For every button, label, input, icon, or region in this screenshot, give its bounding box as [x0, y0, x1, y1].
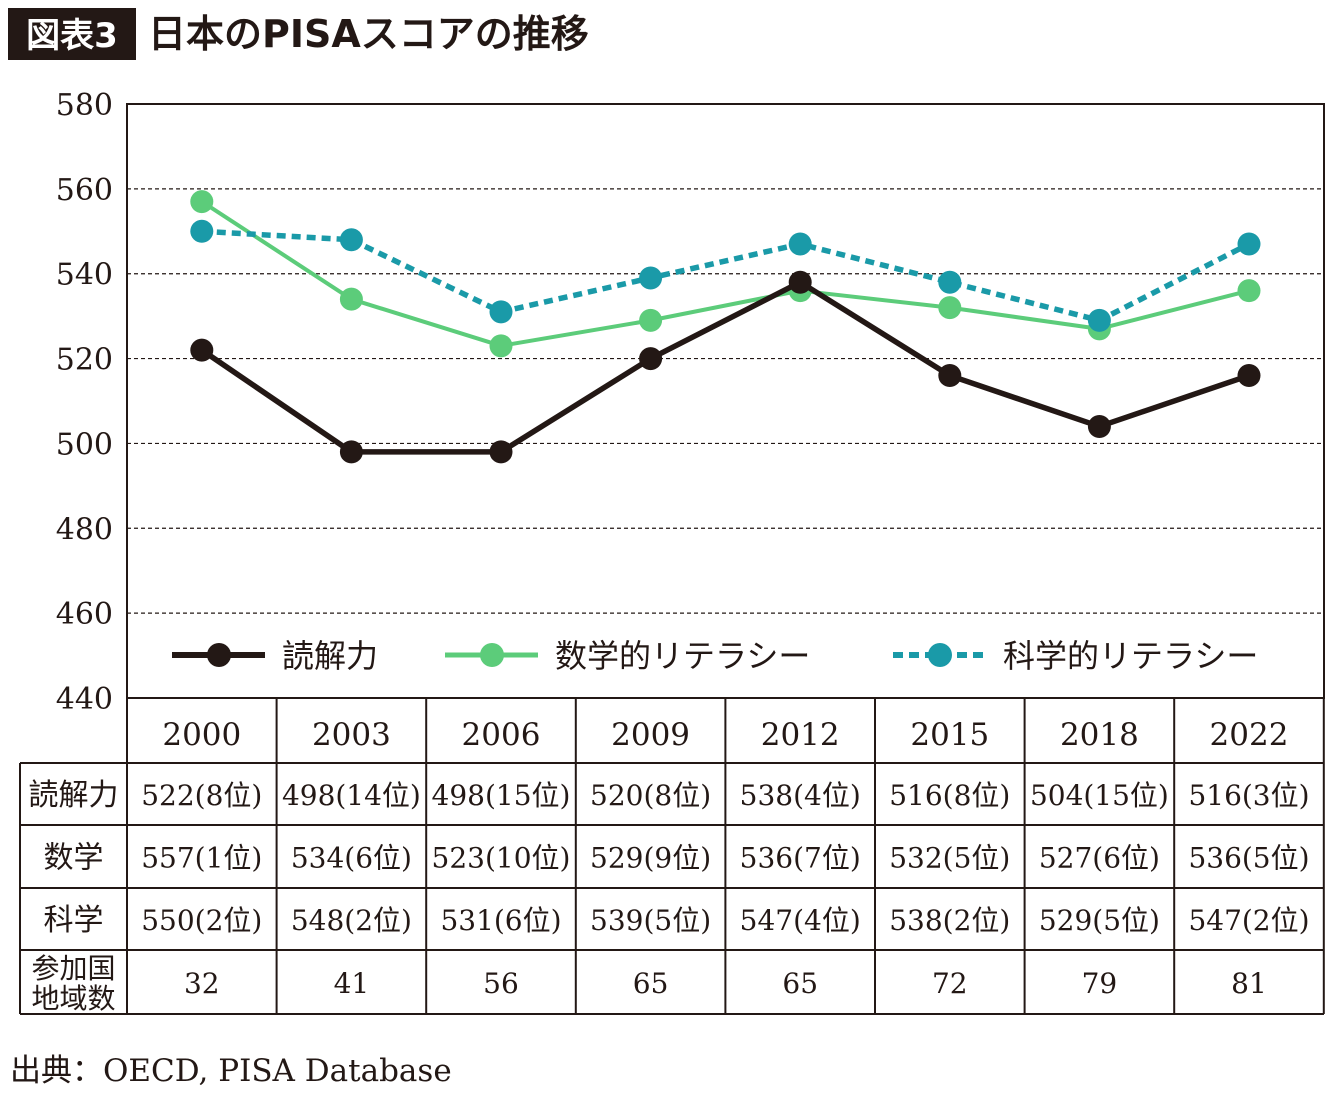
plot-frame — [126, 103, 1325, 699]
table-header-year: 2006 — [462, 717, 541, 753]
figure-badge-bg — [8, 8, 136, 60]
table-header-year: 2022 — [1210, 717, 1289, 753]
table-cell: 532(5位) — [889, 842, 1010, 875]
table-cell: 72 — [932, 967, 968, 1000]
table-header-year: 2009 — [611, 717, 690, 753]
table-cell: 523(10位) — [432, 842, 571, 875]
y-axis-tick-labels: 440 460 480 500 520 540 560 580 — [56, 88, 113, 717]
table-row-label: 地域数 — [31, 982, 115, 1015]
series-layer — [190, 190, 1261, 464]
legend-reading-label: 読解力 — [282, 637, 378, 675]
point-math-2000 — [190, 190, 214, 214]
table-cell: 32 — [184, 967, 220, 1000]
table-cell: 56 — [483, 967, 519, 1000]
table-row-label: 読解力 — [29, 778, 119, 813]
point-reading-2009 — [639, 347, 663, 371]
figure-badge: 図表3 — [26, 16, 118, 56]
table-cell: 529(5位) — [1039, 904, 1160, 937]
point-science-2003 — [339, 228, 363, 252]
table-cell: 547(4位) — [740, 904, 861, 937]
point-math-2009 — [639, 308, 663, 332]
point-reading-2003 — [339, 440, 363, 464]
table-cell: 516(8位) — [889, 779, 1010, 812]
point-science-2012 — [788, 232, 812, 256]
table-row-label: 科学 — [44, 903, 104, 938]
table-cell: 65 — [633, 967, 669, 1000]
point-reading-2006 — [489, 440, 513, 464]
plot-area: 440 460 480 500 520 540 560 580 — [56, 88, 1325, 717]
legend-reading-marker — [207, 643, 231, 667]
point-reading-2015 — [938, 364, 962, 388]
table-header-year: 2003 — [312, 717, 391, 753]
point-math-2015 — [938, 296, 962, 320]
table-cell: 538(4位) — [740, 779, 861, 812]
table-cell: 547(2位) — [1188, 904, 1309, 937]
legend: 読解力 数学的リテラシー 科学的リテラシー — [172, 637, 1258, 675]
table-cell: 81 — [1231, 967, 1267, 1000]
y-tick-label: 560 — [56, 173, 113, 208]
point-reading-2018 — [1087, 414, 1111, 438]
table-cell: 498(14位) — [282, 779, 421, 812]
data-table: 2000 2003 2006 2009 2012 2015 2018 2022 読解力 522(8… — [19, 697, 1325, 1015]
legend-science-marker — [928, 643, 952, 667]
table-header-year: 2018 — [1060, 717, 1139, 753]
source-note: 出典：OECD, PISA Database — [10, 1053, 452, 1089]
table-cell: 516(3位) — [1188, 779, 1309, 812]
legend-math-label: 数学的リテラシー — [555, 637, 810, 675]
table-cell: 498(15位) — [432, 779, 571, 812]
y-tick-label: 480 — [56, 512, 113, 547]
point-science-2006 — [489, 300, 513, 324]
series-line-science — [201, 228, 1251, 324]
table-cell: 520(8位) — [590, 779, 711, 812]
y-tick-label: 580 — [56, 88, 113, 123]
point-science-2009 — [639, 266, 663, 290]
table-cell: 531(6位) — [440, 904, 561, 937]
figure-title: 日本のPISAスコアの推移 — [148, 12, 589, 56]
table-cell: 527(6位) — [1039, 842, 1160, 875]
table-cell: 504(15位) — [1030, 779, 1169, 812]
table-header-year: 2000 — [162, 717, 241, 753]
table-header-year: 2012 — [761, 717, 840, 753]
legend-math-marker — [480, 643, 504, 667]
table-cell: 548(2位) — [291, 904, 412, 937]
point-math-2003 — [339, 287, 363, 311]
table-cell: 536(5位) — [1188, 842, 1309, 875]
legend-science-label: 科学的リテラシー — [1003, 637, 1258, 675]
y-tick-label: 460 — [56, 597, 113, 632]
series-line-reading — [200, 279, 1250, 455]
y-tick-label: 500 — [56, 427, 113, 462]
table-cell: 534(6位) — [291, 842, 412, 875]
table-cell: 557(1位) — [141, 842, 262, 875]
point-reading-2012 — [788, 270, 812, 294]
table-cell: 539(5位) — [590, 904, 711, 937]
point-reading-2022 — [1237, 364, 1261, 388]
table-cell: 538(2位) — [889, 904, 1010, 937]
table-cell: 79 — [1082, 967, 1118, 1000]
table-cell: 550(2位) — [141, 904, 262, 937]
series-line-math — [200, 199, 1250, 348]
gridlines — [127, 188, 1324, 614]
table-cell: 41 — [334, 967, 370, 1000]
table-row-label: 数学 — [44, 841, 104, 876]
point-science-2000 — [190, 219, 214, 243]
table-cell: 536(7位) — [740, 842, 861, 875]
point-science-2022 — [1237, 232, 1261, 256]
point-reading-2000 — [190, 338, 214, 362]
table-header-year: 2015 — [910, 717, 989, 753]
point-math-2022 — [1237, 279, 1261, 303]
header: 図表3 日本のPISAスコアの推移 — [8, 8, 589, 60]
y-tick-label: 540 — [56, 258, 113, 293]
table-cell: 522(8位) — [141, 779, 262, 812]
point-math-2006 — [489, 334, 513, 358]
y-tick-label: 520 — [56, 343, 113, 378]
y-tick-label: 440 — [56, 682, 113, 717]
table-row-label: 参加国 — [31, 952, 115, 985]
point-science-2018 — [1087, 308, 1111, 332]
point-science-2015 — [938, 270, 962, 294]
table-cell: 529(9位) — [590, 842, 711, 875]
table-cell: 65 — [782, 967, 818, 1000]
